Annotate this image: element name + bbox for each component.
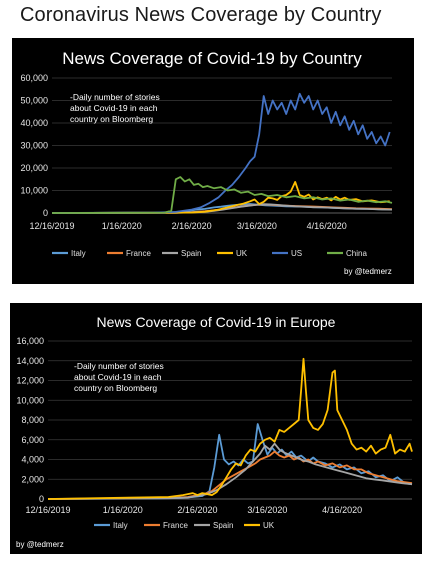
chart-by-country: News Coverage of Covid-19 by Country 60,0… xyxy=(20,49,393,276)
x-tick-label: 12/16/2019 xyxy=(29,221,74,231)
chart-europe: News Coverage of Covid-19 in Europe 16,00… xyxy=(16,314,413,549)
legend-label-us: US xyxy=(291,249,302,258)
y-tick-label: 14,000 xyxy=(16,356,44,366)
y-tick-label: 20,000 xyxy=(20,163,48,173)
annotation-text: about Covid-19 in each xyxy=(70,103,158,113)
y-tick-label: 2,000 xyxy=(21,474,44,484)
annotation-text: country on Bloomberg xyxy=(74,383,157,393)
legend-label-france: France xyxy=(163,521,188,530)
annotation-text: about Covid-19 in each xyxy=(74,372,162,382)
y-tick-label: 30,000 xyxy=(20,141,48,151)
x-tick-label: 4/16/2020 xyxy=(322,505,362,515)
y-tick-label: 16,000 xyxy=(16,336,44,346)
legend-label-uk: UK xyxy=(236,249,248,258)
annotation-text: -Daily number of stories xyxy=(70,92,160,102)
series-line-italy xyxy=(47,423,413,500)
y-tick-label: 12,000 xyxy=(16,376,44,386)
x-tick-label: 2/16/2020 xyxy=(172,221,212,231)
x-tick-label: 4/16/2020 xyxy=(307,221,347,231)
page-title: Coronavirus News Coverage by Country xyxy=(20,4,382,26)
series-line-us xyxy=(51,92,391,214)
y-tick-label: 0 xyxy=(39,494,44,504)
y-tick-label: 10,000 xyxy=(16,395,44,405)
y-tick-label: 8,000 xyxy=(21,415,44,425)
legend-label-france: France xyxy=(126,249,151,258)
series-line-uk xyxy=(51,181,390,214)
annotation-text: country on Bloomberg xyxy=(70,114,153,124)
y-tick-label: 40,000 xyxy=(20,118,48,128)
legend-label-china: China xyxy=(346,249,367,258)
y-tick-label: 0 xyxy=(43,208,48,218)
x-tick-label: 3/16/2020 xyxy=(237,221,277,231)
legend-label-italy: Italy xyxy=(71,249,86,258)
y-tick-label: 60,000 xyxy=(20,73,48,83)
x-tick-label: 3/16/2020 xyxy=(247,505,287,515)
chart-panel-by-country: News Coverage of Covid-19 by Country 60,0… xyxy=(12,38,414,284)
series-line-china xyxy=(51,176,393,214)
y-tick-label: 4,000 xyxy=(21,455,44,465)
legend-label-uk: UK xyxy=(263,521,275,530)
credit-text: by @tedmerz xyxy=(344,267,392,276)
annotation-text: -Daily number of stories xyxy=(74,361,164,371)
x-tick-label: 12/16/2019 xyxy=(25,505,70,515)
x-tick-label: 2/16/2020 xyxy=(177,505,217,515)
legend-label-spain: Spain xyxy=(181,249,201,258)
y-tick-label: 10,000 xyxy=(20,186,48,196)
x-tick-label: 1/16/2020 xyxy=(103,505,143,515)
y-tick-label: 50,000 xyxy=(20,96,48,106)
legend-label-spain: Spain xyxy=(213,521,233,530)
y-tick-label: 6,000 xyxy=(21,435,44,445)
series-line-spain xyxy=(47,442,413,500)
legend-label-italy: Italy xyxy=(113,521,128,530)
chart-title: News Coverage of Covid-19 in Europe xyxy=(97,314,336,330)
series-line-uk xyxy=(47,357,413,500)
x-tick-label: 1/16/2020 xyxy=(102,221,142,231)
credit-text: by @tedmerz xyxy=(16,540,64,549)
series-line-france xyxy=(47,450,413,500)
chart-title: News Coverage of Covid-19 by Country xyxy=(62,49,362,68)
chart-panel-europe: News Coverage of Covid-19 in Europe 16,00… xyxy=(10,303,422,554)
